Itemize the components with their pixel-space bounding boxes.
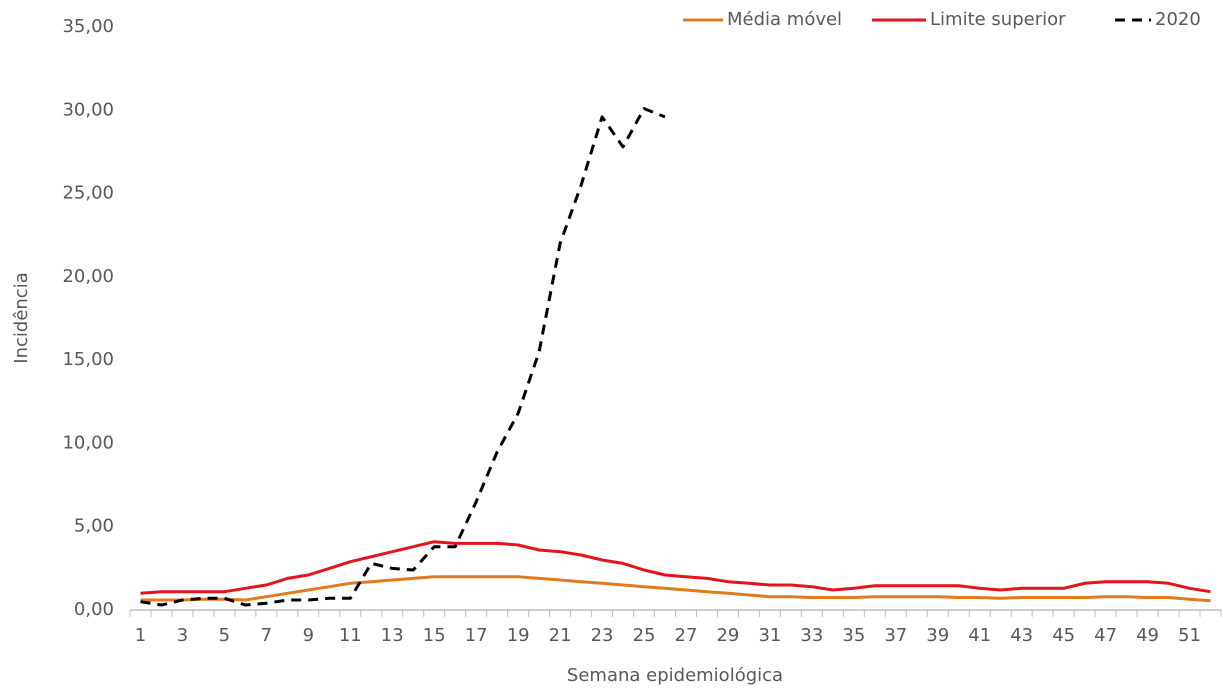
- x-tick-label: 47: [1094, 625, 1117, 646]
- x-tick-label: 19: [507, 625, 530, 646]
- x-tick-label: 5: [219, 625, 230, 646]
- y-tick-label: 0,00: [74, 599, 114, 620]
- x-tick-label: 49: [1136, 625, 1159, 646]
- y-tick-label: 5,00: [74, 516, 114, 537]
- x-tick-label: 33: [800, 625, 823, 646]
- x-tick-label: 17: [465, 625, 488, 646]
- legend-label: Média móvel: [727, 9, 842, 30]
- y-tick-label: 35,00: [62, 16, 114, 37]
- x-tick-label: 39: [926, 625, 949, 646]
- y-tick-label: 20,00: [62, 266, 114, 287]
- x-tick-label: 45: [1052, 625, 1075, 646]
- x-tick-label: 27: [675, 625, 698, 646]
- x-tick-label: 35: [842, 625, 865, 646]
- y-tick-label: 25,00: [62, 183, 114, 204]
- x-tick-label: 15: [423, 625, 446, 646]
- x-tick-label: 7: [261, 625, 272, 646]
- y-tick-label: 30,00: [62, 99, 114, 120]
- x-tick-label: 25: [633, 625, 656, 646]
- y-tick-label: 15,00: [62, 349, 114, 370]
- x-tick-label: 1: [135, 625, 146, 646]
- x-tick-label: 9: [303, 625, 314, 646]
- x-tick-label: 11: [339, 625, 362, 646]
- x-tick-label: 23: [591, 625, 614, 646]
- legend-label: 2020: [1155, 9, 1201, 30]
- legend-label: Limite superior: [930, 9, 1066, 30]
- x-tick-label: 21: [549, 625, 572, 646]
- series-line: [140, 540, 1211, 595]
- x-tick-label: 43: [1010, 625, 1033, 646]
- x-tick-label: 13: [381, 625, 404, 646]
- series-line: [140, 107, 666, 607]
- x-tick-label: 41: [968, 625, 991, 646]
- series-line: [140, 575, 1211, 603]
- x-axis-title: Semana epidemiológica: [567, 665, 783, 686]
- x-tick-label: 51: [1178, 625, 1201, 646]
- y-axis-title: Incidência: [11, 272, 32, 363]
- x-tick-label: 31: [758, 625, 781, 646]
- y-tick-label: 10,00: [62, 432, 114, 453]
- x-tick-label: 3: [177, 625, 188, 646]
- x-tick-label: 29: [716, 625, 739, 646]
- x-tick-label: 37: [884, 625, 907, 646]
